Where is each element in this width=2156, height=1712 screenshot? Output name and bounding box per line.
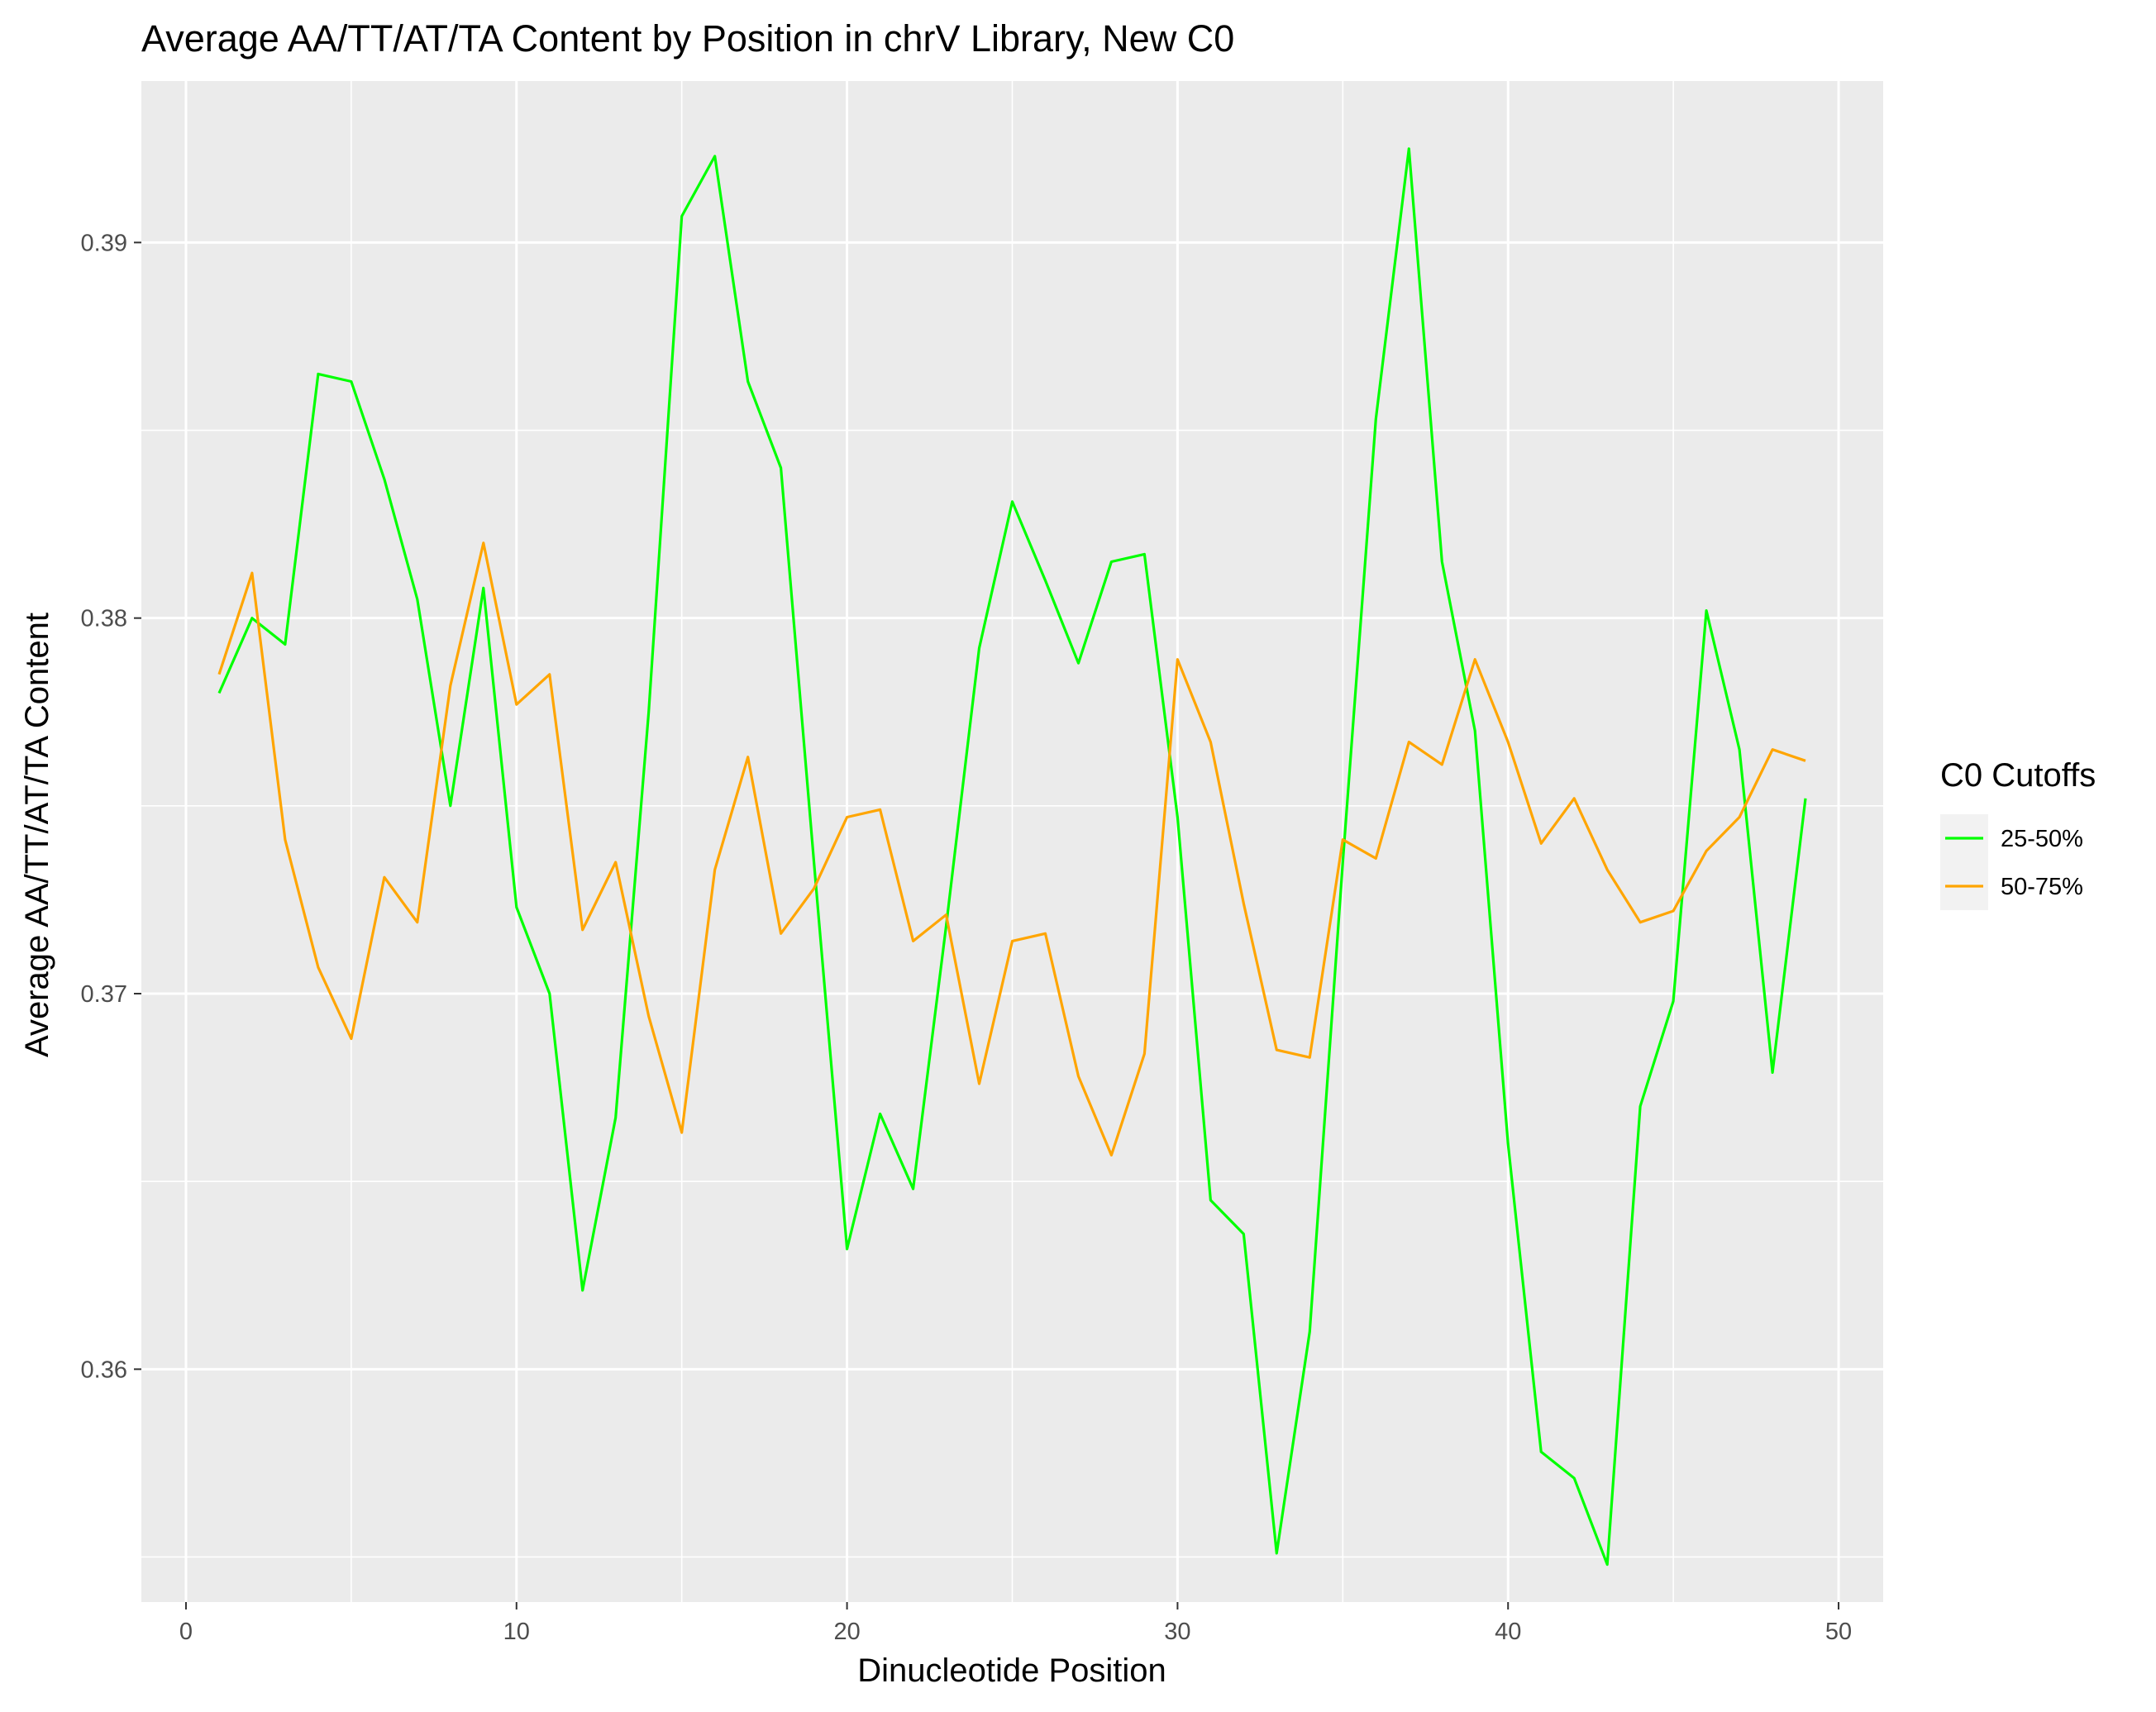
y-tick-label: 0.36: [81, 1357, 127, 1383]
x-axis-title: Dinucleotide Position: [857, 1652, 1166, 1689]
series-line-50-75pct: [217, 541, 1806, 1157]
legend-items: 25-50% 50-75%: [1940, 814, 2083, 910]
y-tick-label: 0.38: [81, 606, 127, 632]
series-lines: [217, 147, 1807, 1567]
x-tick-label: 10: [503, 1619, 530, 1645]
y-axis-title: Average AA/TT/AT/TA Content: [19, 613, 55, 1057]
legend-title: C0 Cutoffs: [1940, 757, 2096, 794]
y-tick-label: 0.39: [81, 230, 127, 256]
legend: C0 Cutoffs 25-50% 50-75%: [1940, 757, 2096, 910]
legend-label: 25-50%: [2001, 826, 2083, 852]
x-tick-label: 20: [833, 1619, 860, 1645]
x-tick-label: 0: [179, 1619, 193, 1645]
x-tick-label: 50: [1825, 1619, 1852, 1645]
major-gridlines: [141, 81, 1883, 1602]
series-line-25-50pct: [217, 147, 1807, 1567]
x-axis: 0 10 20 30 40 50: [179, 1602, 1852, 1645]
minor-gridlines: [141, 81, 1883, 1602]
legend-label: 50-75%: [2001, 874, 2083, 900]
y-tick-label: 0.37: [81, 981, 127, 1008]
x-tick-label: 40: [1495, 1619, 1521, 1645]
x-tick-label: 30: [1164, 1619, 1190, 1645]
chart-title: Average AA/TT/AT/TA Content by Position …: [141, 17, 1234, 60]
y-axis: 0.36 0.37 0.38 0.39: [81, 230, 141, 1383]
